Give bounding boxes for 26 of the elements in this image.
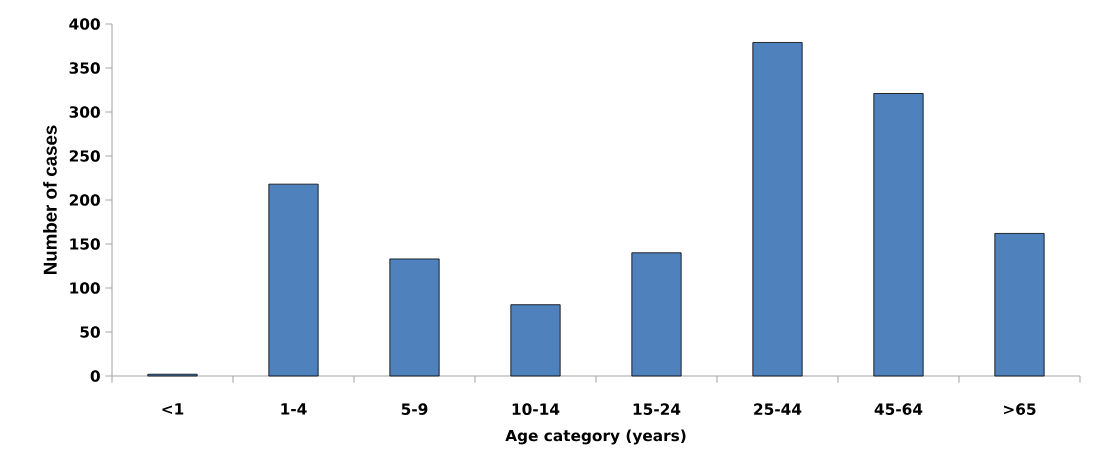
x-tick-label: <1 [162, 403, 184, 415]
x-tick-label: 45-64 [874, 403, 923, 415]
y-tick-label: 0 [90, 370, 100, 382]
bar [389, 258, 440, 377]
y-tick-label: 350 [69, 62, 100, 74]
y-tick-label: 200 [69, 194, 100, 206]
x-tick-label: 1-4 [281, 403, 307, 415]
x-axis-title: Age category (years) [505, 429, 686, 445]
y-tick-label: 50 [80, 326, 100, 338]
bar [873, 93, 924, 377]
x-tick-label: 25-44 [754, 403, 802, 415]
bar [510, 304, 561, 377]
y-tick-label: 150 [70, 238, 100, 250]
y-tick-label: 100 [70, 282, 100, 294]
x-tick-label: 5-9 [401, 403, 428, 415]
bar [268, 183, 319, 377]
x-tick-label: 10-14 [512, 403, 560, 415]
bar [631, 252, 682, 377]
y-tick-label: 400 [69, 18, 100, 30]
bar [752, 42, 803, 377]
x-tick-label: >65 [1004, 403, 1036, 415]
y-tick-label: 250 [69, 150, 100, 162]
x-tick-label: 15-24 [633, 403, 681, 415]
y-tick-label: 300 [69, 106, 100, 118]
bar [994, 233, 1045, 377]
y-axis-title: Number of cases [43, 125, 57, 274]
